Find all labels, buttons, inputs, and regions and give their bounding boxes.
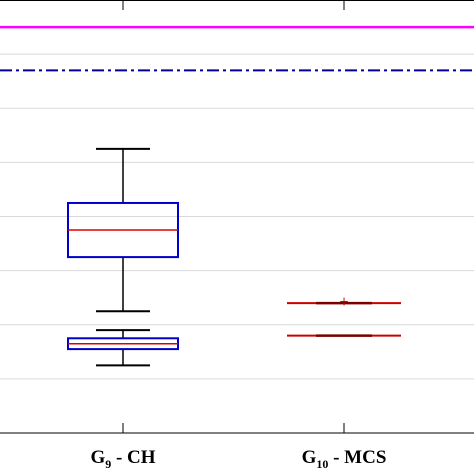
- box-0: [67, 147, 179, 313]
- x-tick-label-g9: G9 - CH: [90, 447, 155, 471]
- grid-lines: [0, 53, 474, 380]
- axes: [0, 0, 474, 434]
- x-tick-labels: G9 - CH G10 - MCS: [90, 447, 386, 471]
- reference-lines: [0, 25, 474, 72]
- boxes: +: [67, 147, 401, 367]
- box-1: [67, 329, 179, 367]
- x-tick-label-g10: G10 - MCS: [302, 447, 387, 471]
- outlier-0: +: [339, 295, 349, 309]
